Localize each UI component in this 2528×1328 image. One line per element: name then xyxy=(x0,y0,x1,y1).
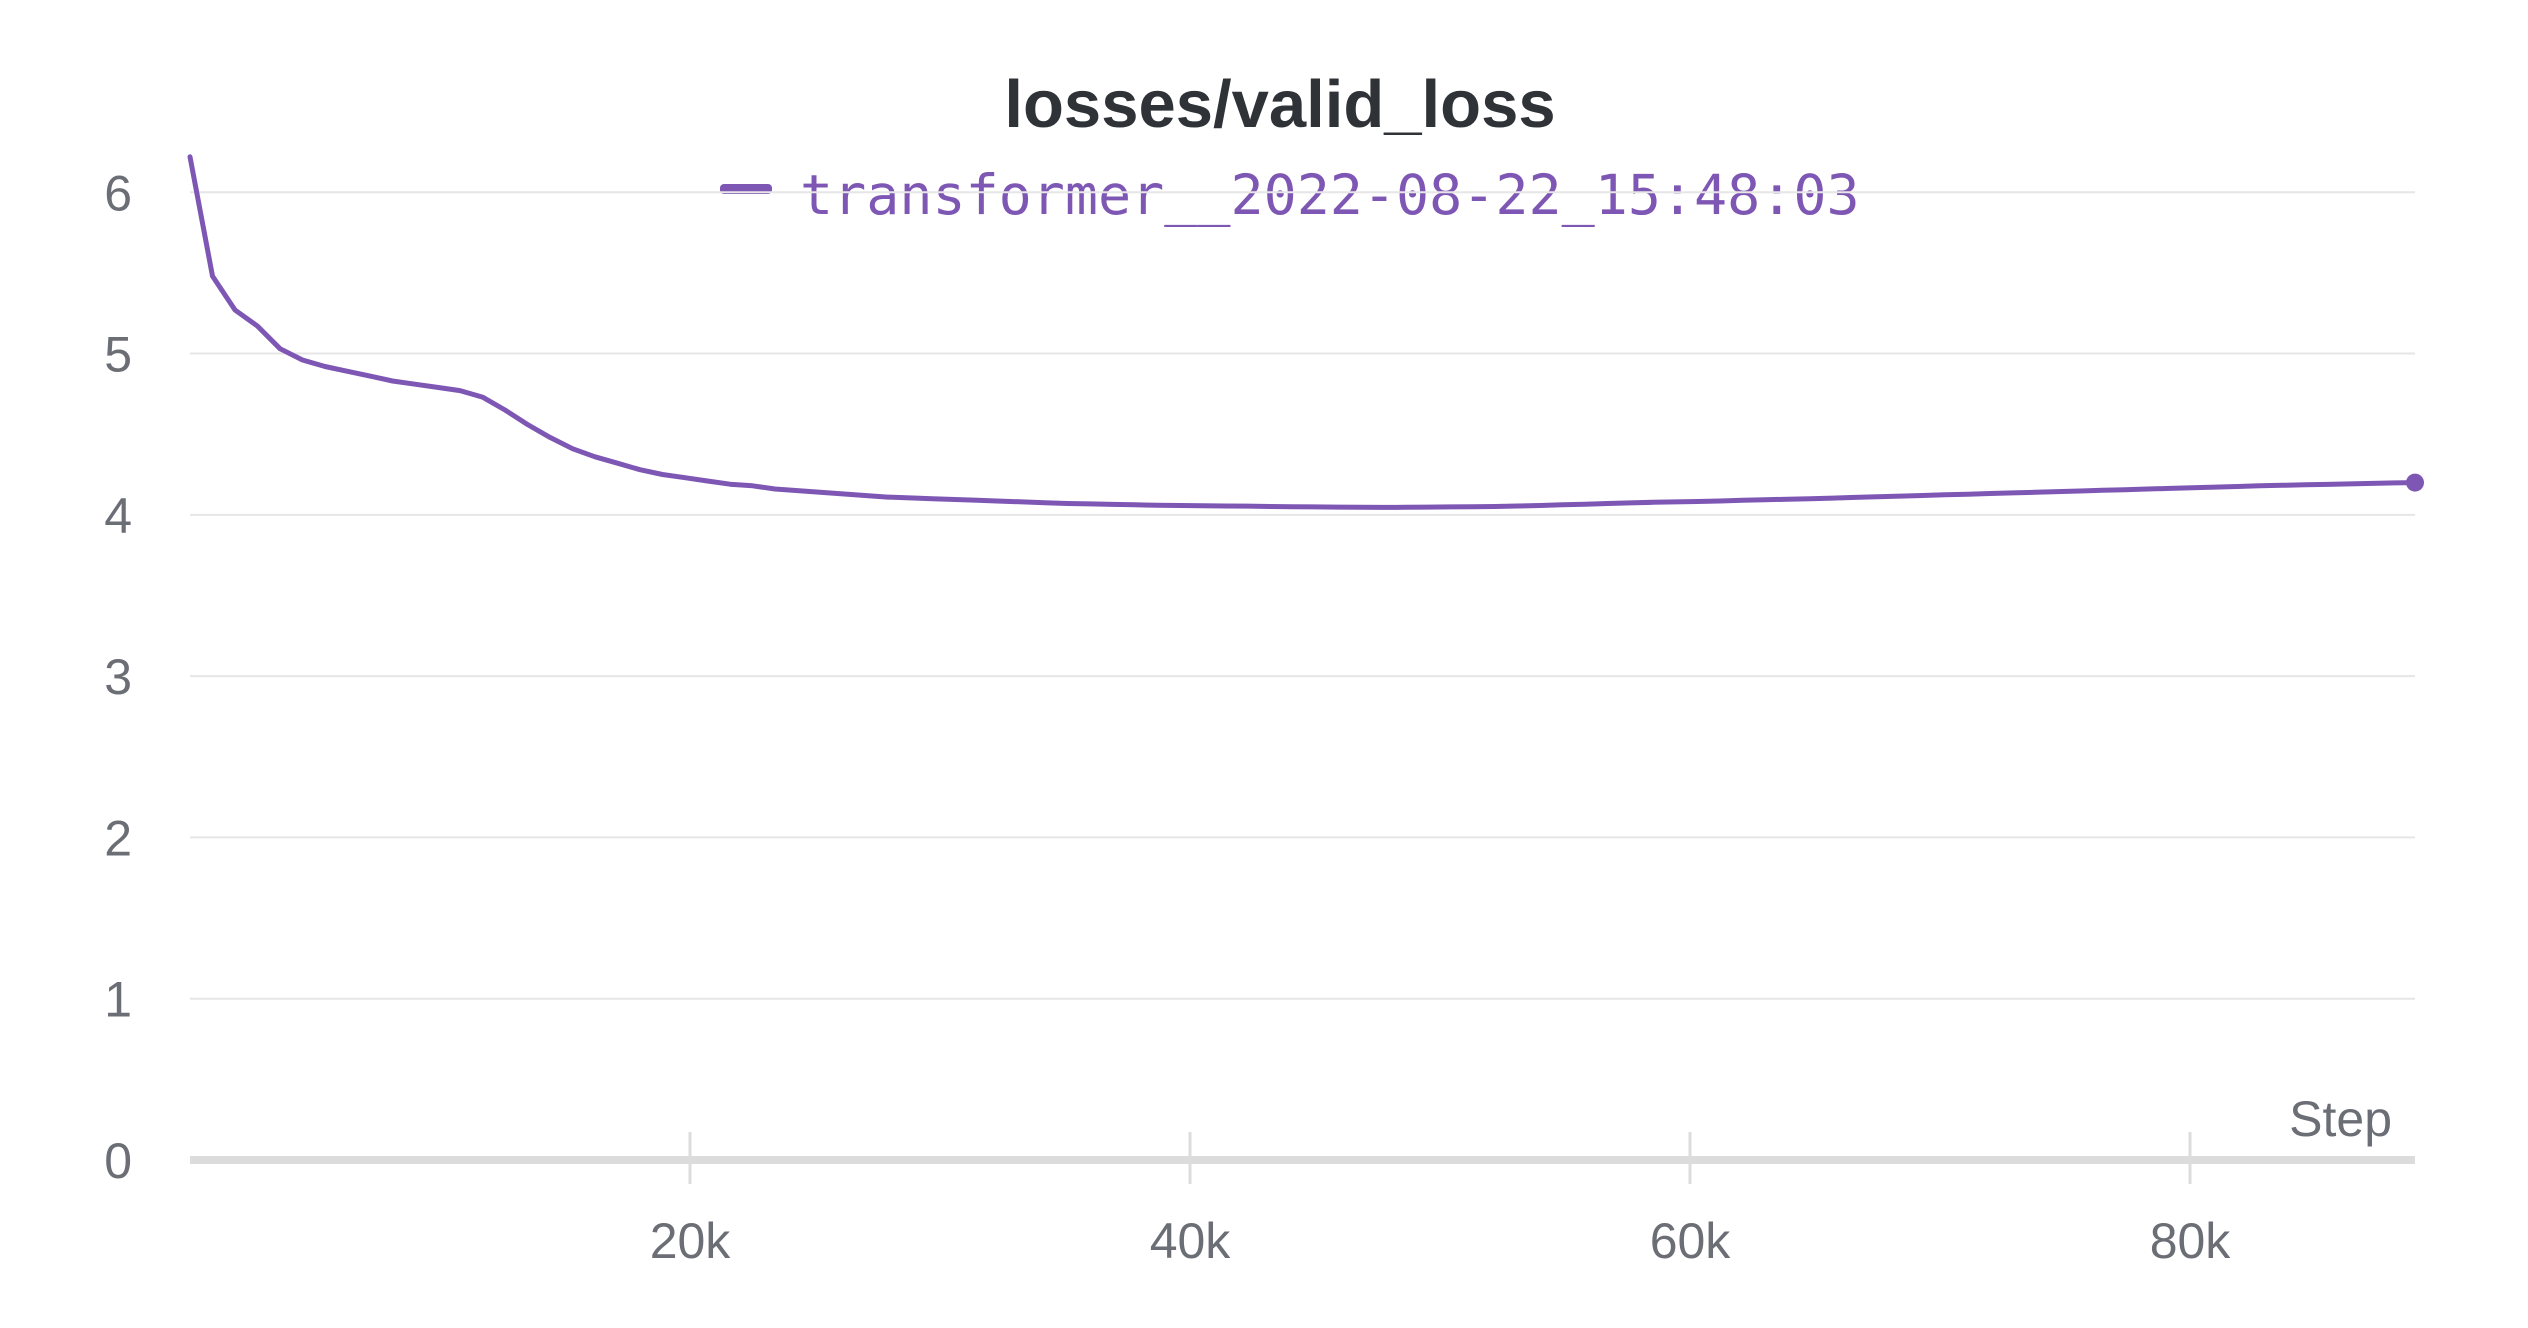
series-line[interactable] xyxy=(187,154,2418,510)
y-tick-label: 4 xyxy=(104,488,132,544)
y-tick-label: 2 xyxy=(104,810,132,866)
y-tick-label: 0 xyxy=(104,1133,132,1189)
x-tick-label: 20k xyxy=(650,1213,732,1269)
legend[interactable]: transformer__2022-08-22_15:48:03 xyxy=(720,163,1860,227)
x-tick-label: 40k xyxy=(1150,1213,1232,1269)
y-tick-label: 3 xyxy=(104,649,132,705)
y-tick-label: 6 xyxy=(104,165,132,221)
y-tick-label: 1 xyxy=(104,972,132,1028)
legend-label: transformer__2022-08-22_15:48:03 xyxy=(800,163,1860,227)
gridlines xyxy=(190,191,2415,1000)
series-group[interactable] xyxy=(187,154,2424,510)
series-end-point[interactable] xyxy=(2406,473,2424,492)
x-tick-label: 60k xyxy=(1650,1213,1732,1269)
x-axis-ticks: 20k 40k 60k 80k xyxy=(650,1132,2232,1269)
y-tick-label: 5 xyxy=(104,327,132,383)
x-axis-label: Step xyxy=(2289,1091,2392,1147)
x-tick-label: 80k xyxy=(2150,1213,2232,1269)
y-axis-ticks: 0 1 2 3 4 5 6 xyxy=(104,165,132,1189)
chart-title: losses/valid_loss xyxy=(1004,67,1555,142)
